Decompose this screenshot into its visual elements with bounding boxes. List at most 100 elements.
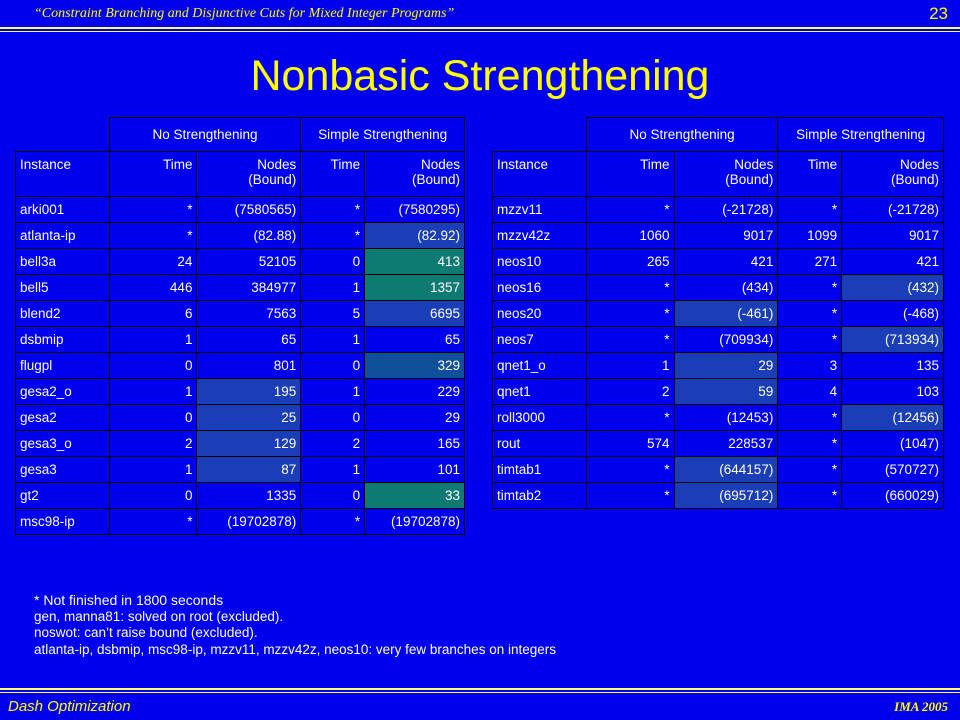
nodes-cell: (434) xyxy=(673,274,779,301)
header-time: Time xyxy=(300,151,366,197)
table-row: gesa3_o 2 129 2 165 xyxy=(15,430,465,457)
time-cell: 574 xyxy=(585,430,675,457)
header-simple-strengthening: Simple Strengthening xyxy=(300,117,465,152)
instance-cell: neos20 xyxy=(492,300,587,327)
instance-cell: neos16 xyxy=(492,274,587,301)
instance-cell: neos7 xyxy=(492,326,587,353)
instance-cell: gesa2_o xyxy=(15,378,110,405)
nodes-cell: 413 xyxy=(364,248,465,275)
top-divider xyxy=(0,27,960,29)
table-row: timtab2 * (695712) * (660029) xyxy=(492,482,944,509)
time-cell: 1 xyxy=(300,378,366,405)
time-cell: * xyxy=(777,456,843,483)
time-cell: 0 xyxy=(108,352,198,379)
header-time: Time xyxy=(108,151,198,197)
header-nodes: Nodes (Bound) xyxy=(673,151,779,197)
time-cell: * xyxy=(300,508,366,535)
time-cell: 446 xyxy=(108,274,198,301)
table-row: msc98-ip * (19702878) * (19702878) xyxy=(15,508,465,535)
instance-cell: gesa2 xyxy=(15,404,110,431)
nodes-cell: (695712) xyxy=(673,482,779,509)
time-cell: 0 xyxy=(300,482,366,509)
nodes-cell: 52105 xyxy=(196,248,302,275)
right-results-table: No Strengthening Simple Strengthening In… xyxy=(492,117,944,509)
nodes-cell: 25 xyxy=(196,404,302,431)
time-cell: 1 xyxy=(585,352,675,379)
header-instance: Instance xyxy=(15,151,110,197)
time-cell: * xyxy=(585,274,675,301)
nodes-cell: (-461) xyxy=(673,300,779,327)
nodes-cell: 1335 xyxy=(196,482,302,509)
table-row: neos7 * (709934) * (713934) xyxy=(492,326,944,353)
nodes-cell: 1357 xyxy=(364,274,465,301)
table-row: bell3a 24 52105 0 413 xyxy=(15,248,465,275)
time-cell: * xyxy=(300,196,366,223)
time-cell: * xyxy=(777,274,843,301)
nodes-cell: 801 xyxy=(196,352,302,379)
table-row: qnet1 2 59 4 103 xyxy=(492,378,944,405)
time-cell: * xyxy=(777,300,843,327)
left-results-table: No Strengthening Simple Strengthening In… xyxy=(15,117,465,535)
nodes-cell: (1047) xyxy=(841,430,944,457)
time-cell: 0 xyxy=(108,482,198,509)
instance-cell: bell5 xyxy=(15,274,110,301)
time-cell: 5 xyxy=(300,300,366,327)
nodes-cell: (570727) xyxy=(841,456,944,483)
instance-cell: timtab1 xyxy=(492,456,587,483)
instance-cell: rout xyxy=(492,430,587,457)
time-cell: 1 xyxy=(108,378,198,405)
time-cell: * xyxy=(108,508,198,535)
nodes-cell: (82.88) xyxy=(196,222,302,249)
top-divider-thin xyxy=(0,31,960,32)
time-cell: 1 xyxy=(300,274,366,301)
time-cell: 1099 xyxy=(777,222,843,249)
header-nodes: Nodes (Bound) xyxy=(196,151,302,197)
nodes-cell: (12456) xyxy=(841,404,944,431)
table-row: neos20 * (-461) * (-468) xyxy=(492,300,944,327)
group-header-row: No Strengthening Simple Strengthening xyxy=(15,117,465,152)
nodes-cell: 135 xyxy=(841,352,944,379)
nodes-cell: (19702878) xyxy=(196,508,302,535)
group-header-row: No Strengthening Simple Strengthening xyxy=(492,117,944,152)
header-blank xyxy=(15,117,110,152)
instance-cell: flugpl xyxy=(15,352,110,379)
time-cell: 271 xyxy=(777,248,843,275)
nodes-cell: 103 xyxy=(841,378,944,405)
nodes-cell: (-21728) xyxy=(673,196,779,223)
table-row: dsbmip 1 65 1 65 xyxy=(15,326,465,353)
nodes-cell: 33 xyxy=(364,482,465,509)
instance-cell: qnet1 xyxy=(492,378,587,405)
table-row: gesa2_o 1 195 1 229 xyxy=(15,378,465,405)
header-time: Time xyxy=(777,151,843,197)
header-simple-strengthening: Simple Strengthening xyxy=(777,117,944,152)
instance-cell: msc98-ip xyxy=(15,508,110,535)
time-cell: 0 xyxy=(108,404,198,431)
time-cell: 24 xyxy=(108,248,198,275)
nodes-cell: (-468) xyxy=(841,300,944,327)
footer-event: IMA 2005 xyxy=(894,699,948,714)
instance-cell: gesa3 xyxy=(15,456,110,483)
instance-cell: gt2 xyxy=(15,482,110,509)
table-row: mzzv11 * (-21728) * (-21728) xyxy=(492,196,944,223)
nodes-cell: 329 xyxy=(364,352,465,379)
nodes-cell: 29 xyxy=(364,404,465,431)
table-row: gesa3 1 87 1 101 xyxy=(15,456,465,483)
time-cell: 2 xyxy=(585,378,675,405)
nodes-cell: 228537 xyxy=(673,430,779,457)
header-blank xyxy=(492,117,587,152)
time-cell: 1 xyxy=(300,326,366,353)
header-title: “Constraint Branching and Disjunctive Cu… xyxy=(34,6,455,21)
nodes-cell: 195 xyxy=(196,378,302,405)
footnote-line: * Not finished in 1800 seconds xyxy=(34,592,224,608)
time-cell: 1 xyxy=(108,456,198,483)
slide-title: Nonbasic Strengthening xyxy=(250,52,710,100)
nodes-cell: (709934) xyxy=(673,326,779,353)
nodes-cell: (-21728) xyxy=(841,196,944,223)
nodes-cell: 129 xyxy=(196,430,302,457)
time-cell: * xyxy=(585,482,675,509)
column-header-row: Instance Time Nodes (Bound) Time Nodes (Bo… xyxy=(492,151,944,197)
time-cell: * xyxy=(777,430,843,457)
nodes-cell: 101 xyxy=(364,456,465,483)
nodes-cell: (713934) xyxy=(841,326,944,353)
time-cell: 1 xyxy=(300,456,366,483)
